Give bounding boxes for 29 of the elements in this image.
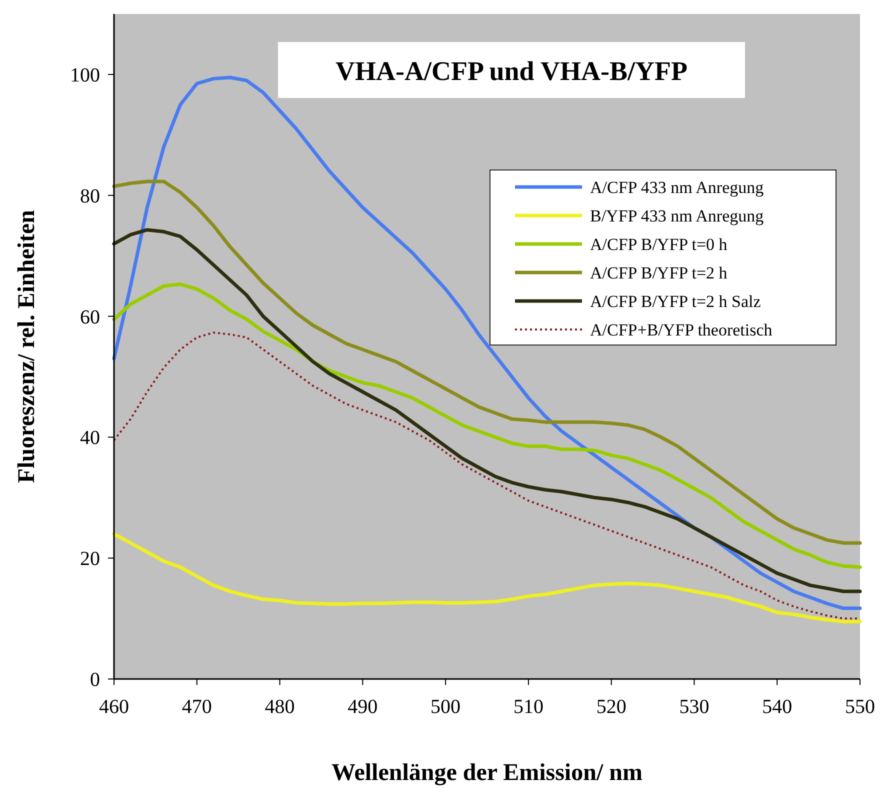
x-tick-label: 530 [679, 696, 710, 718]
line-series [112, 532, 862, 624]
x-tick-label: 500 [430, 696, 461, 718]
y-tick-label: 80 [80, 185, 100, 208]
line-series [112, 282, 862, 569]
line-series [112, 180, 862, 545]
y-tick-label: 40 [80, 427, 100, 450]
legend-label: A/CFP B/YFP t=2 h Salz [590, 292, 762, 311]
x-tick-label: 480 [264, 696, 295, 718]
legend-label: A/CFP B/YFP t=0 h [590, 235, 728, 254]
x-tick-label: 550 [845, 696, 875, 718]
y-axis-title: Fluoreszenz/ rel. Einheiten [14, 210, 40, 484]
legend-label: A/CFP+B/YFP theoretisch [590, 320, 773, 340]
x-tick-label: 470 [182, 696, 212, 718]
legend-label: B/YFP 433 nm Anregung [590, 206, 764, 226]
x-tick-label: 540 [762, 696, 792, 718]
y-tick-label: 0 [90, 669, 100, 691]
legend-label: A/CFP 433 nm Anregung [590, 178, 764, 197]
x-tick-label: 460 [99, 696, 129, 718]
x-tick-label: 490 [348, 696, 378, 718]
x-tick-label: 520 [596, 696, 626, 718]
legend-label: A/CFP B/YFP t=2 h [590, 264, 728, 282]
y-tick-label: 60 [80, 306, 100, 328]
y-tick-label: 100 [70, 64, 100, 86]
x-axis-title: Wellenlänge der Emission/ nm [332, 760, 642, 786]
text: VHA-A/CFP und VHA-B/YFP [335, 56, 688, 86]
line-series [112, 228, 862, 594]
x-tick-label: 510 [513, 696, 544, 718]
y-tick-label: 20 [80, 548, 100, 570]
